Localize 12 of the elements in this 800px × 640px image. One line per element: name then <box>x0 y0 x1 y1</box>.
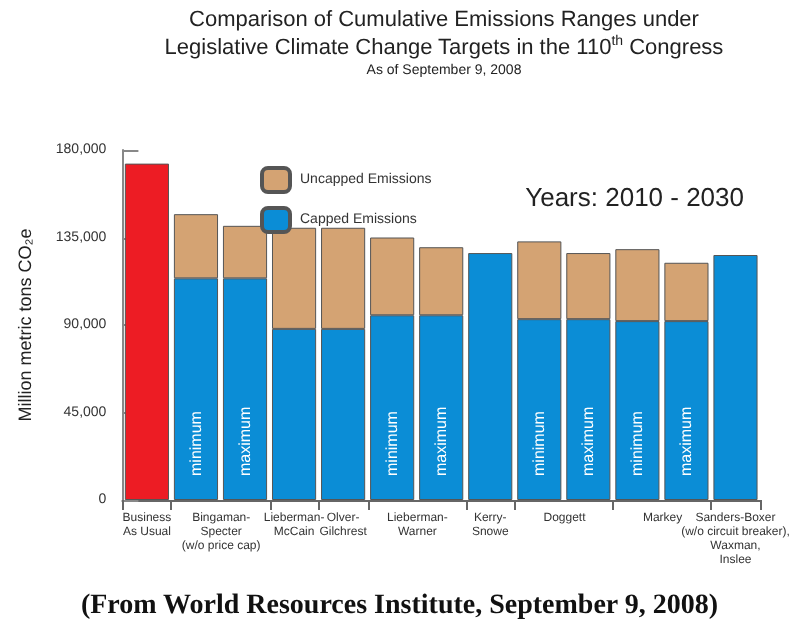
data-label: minimum <box>628 410 647 476</box>
annotation: Years: 2010 - 2030 <box>525 182 745 212</box>
y-axis-title: Million metric tons CO₂e <box>15 228 35 422</box>
data-label: minimum <box>530 410 549 476</box>
data-label: maximum <box>432 405 451 476</box>
data-label: minimum <box>186 410 205 476</box>
data-label: maximum <box>677 405 696 476</box>
text: (From World Resources Institute, September 9, 2008) <box>80 591 719 621</box>
chart-title: Comparison of Cumulative Emissions Ranges under Legislative Climate Change Targets in the 110$^{th}$ Congress <box>162 6 726 62</box>
data-label: minimum <box>383 410 402 476</box>
data-label: maximum <box>236 405 255 476</box>
data-label: maximum <box>579 405 598 476</box>
